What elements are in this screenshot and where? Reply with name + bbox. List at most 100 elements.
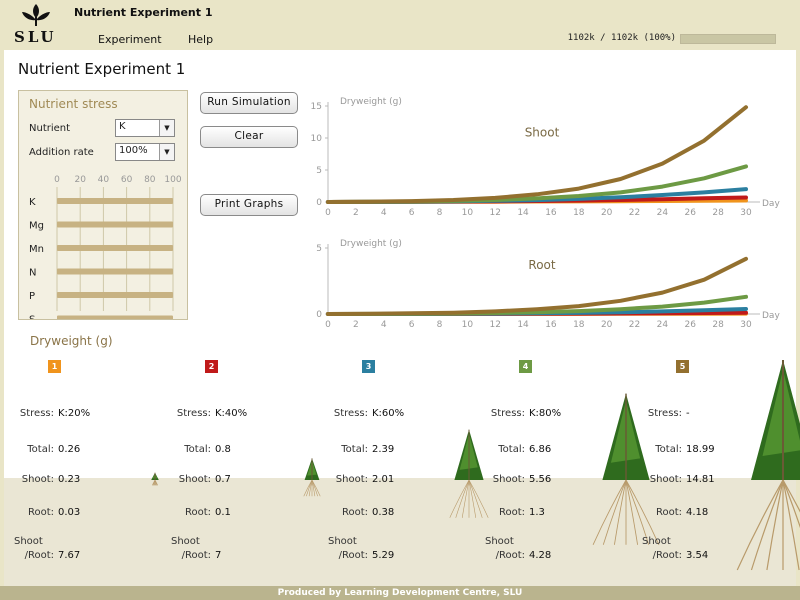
x-tick-label: 24 xyxy=(657,208,669,218)
stress-label: Stress: xyxy=(647,408,682,419)
root-value: 1.3 xyxy=(529,507,545,518)
plant-root xyxy=(468,479,483,518)
nutrient-row-label: Mn xyxy=(29,244,44,255)
x-tick-label: 22 xyxy=(629,320,640,330)
nutrient-select-value: K xyxy=(119,121,126,132)
y-tick-label: 5 xyxy=(316,166,322,176)
result-column: 1 Stress: K:20% Total: 0.26 Shoot: 0.23 Root: 0.… xyxy=(12,360,162,586)
shoot-label: Shoot: xyxy=(178,474,211,485)
nutrient-level-bar[interactable] xyxy=(57,221,173,228)
plant-root xyxy=(736,479,784,571)
total-value: 2.39 xyxy=(372,444,395,455)
menu-bar: Experiment Help xyxy=(70,30,800,48)
logo-text: SLU xyxy=(14,28,57,46)
plant-leaf-highlight xyxy=(762,369,800,456)
run-simulation-button[interactable]: Run Simulation xyxy=(200,92,298,114)
total-label: Total: xyxy=(498,444,525,455)
nutrient-stress-title: Nutrient stress xyxy=(29,97,118,111)
dryweight-title: Dryweight (g) xyxy=(30,334,113,348)
ratio-label: /Root: xyxy=(338,550,368,561)
x-tick-label: 26 xyxy=(685,320,697,330)
total-label: Total: xyxy=(655,444,682,455)
page-title: Nutrient Experiment 1 xyxy=(18,60,186,78)
menu-experiment[interactable]: Experiment xyxy=(98,33,162,46)
nutrient-level-bar[interactable] xyxy=(57,198,173,204)
nutrient-level-bar[interactable] xyxy=(57,245,173,251)
nutrient-select[interactable]: K ▼ xyxy=(115,119,175,137)
plant-root xyxy=(625,479,650,545)
x-tick-label: 8 xyxy=(437,208,443,218)
ratio-value: 4.28 xyxy=(529,550,552,561)
x-tick-label: 6 xyxy=(409,208,415,218)
nutrient-stress-panel: Nutrient stress Nutrient K ▼ Addition ra… xyxy=(18,90,188,320)
stress-label: Stress: xyxy=(176,408,211,419)
root-value: 0.1 xyxy=(215,507,231,518)
stress-value: K:60% xyxy=(372,408,405,419)
nutrient-level-bar[interactable] xyxy=(57,268,173,275)
x-tick-label: 28 xyxy=(712,320,724,330)
main-panel: Nutrient Experiment 1 Nutrient stress Nu… xyxy=(4,50,800,586)
load-progress-text: 1102k / 1102k (100%) xyxy=(567,33,676,43)
ratio-label: /Root: xyxy=(652,550,682,561)
x-tick-label: 4 xyxy=(381,208,387,218)
addition-rate-select-value: 100% xyxy=(119,145,148,156)
nutrient-level-bar[interactable] xyxy=(57,315,173,320)
x-tick-label: 10 xyxy=(462,208,474,218)
clear-button[interactable]: Clear xyxy=(200,126,298,148)
chevron-down-icon[interactable]: ▼ xyxy=(159,144,174,160)
plant-root xyxy=(449,479,470,518)
nutrient-row-label: P xyxy=(29,291,35,302)
grid-scale-label: 80 xyxy=(144,175,156,185)
ratio-value: 5.29 xyxy=(372,550,395,561)
shoot-value: 0.23 xyxy=(58,474,81,485)
plant-root xyxy=(461,479,470,518)
ratio-label: /Root: xyxy=(495,550,525,561)
grid-scale-label: 20 xyxy=(74,175,86,185)
total-value: 18.99 xyxy=(686,444,715,455)
x-tick-label: 16 xyxy=(545,208,557,218)
ratio-label-top: Shoot xyxy=(642,536,671,547)
y-tick-label: 10 xyxy=(311,134,323,144)
chevron-down-icon[interactable]: ▼ xyxy=(159,120,174,136)
menu-help[interactable]: Help xyxy=(188,33,214,46)
plant-root xyxy=(613,479,627,545)
shoot-value: 5.56 xyxy=(529,474,552,485)
root-label: Root: xyxy=(655,507,682,518)
grid-scale-label: 40 xyxy=(98,175,110,185)
nutrient-level-bar[interactable] xyxy=(57,292,173,298)
ratio-value: 7 xyxy=(215,550,222,561)
plant-illustration xyxy=(592,393,660,545)
nutrient-levels-grid: 0 20 40 60 80 100 K Mg Mn N P S xyxy=(29,175,182,320)
experiment-number-badge: 3 xyxy=(362,360,375,373)
x-tick-label: 12 xyxy=(489,320,500,330)
total-value: 0.26 xyxy=(58,444,81,455)
plant-illustration xyxy=(449,429,489,518)
ratio-value: 7.67 xyxy=(58,550,81,561)
addition-rate-select[interactable]: 100% ▼ xyxy=(115,143,175,161)
total-value: 0.8 xyxy=(215,444,231,455)
result-column: 3 Stress: K:60% Total: 2.39 Shoot: 2.01 Root: 0.… xyxy=(326,360,476,586)
plant-illustration xyxy=(151,472,159,486)
plant-root xyxy=(625,479,639,545)
plant-root xyxy=(625,479,660,545)
app-header: SLU Nutrient Experiment 1 Experiment Hel… xyxy=(0,0,800,48)
ratio-label-top: Shoot xyxy=(328,536,357,547)
stress-value: K:80% xyxy=(529,408,562,419)
print-graphs-button[interactable]: Print Graphs xyxy=(200,194,298,216)
root-value: 0.38 xyxy=(372,507,395,518)
ratio-label: /Root: xyxy=(24,550,54,561)
ground-area xyxy=(4,478,796,586)
total-value: 6.86 xyxy=(529,444,552,455)
slu-logo: SLU xyxy=(8,2,64,46)
total-label: Total: xyxy=(184,444,211,455)
x-tick-label: 18 xyxy=(573,320,585,330)
plant-root xyxy=(468,479,477,518)
root-label: Root: xyxy=(27,507,54,518)
x-tick-label: 20 xyxy=(601,320,613,330)
ratio-label-top: Shoot xyxy=(14,536,43,547)
shoot-label: Shoot: xyxy=(649,474,682,485)
plant-illustration xyxy=(736,360,800,571)
y-tick-label: 0 xyxy=(316,310,322,320)
plant-root xyxy=(455,479,470,518)
plant-root xyxy=(602,479,627,545)
